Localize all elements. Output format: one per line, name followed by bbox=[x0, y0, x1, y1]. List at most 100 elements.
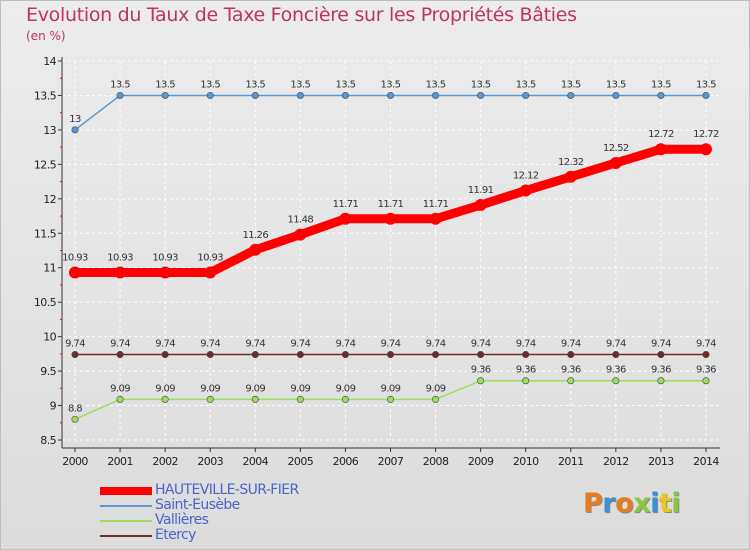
y-tick-label: 8.5 bbox=[40, 434, 56, 447]
data-point-hauteville bbox=[204, 266, 217, 279]
data-label-vallieres: 9.09 bbox=[155, 383, 175, 394]
data-point-etercy bbox=[386, 351, 394, 359]
data-point-hauteville bbox=[294, 228, 307, 241]
data-label-hauteville: 10.93 bbox=[152, 253, 178, 264]
y-tick-label: 11 bbox=[43, 262, 56, 275]
data-label-vallieres: 9.09 bbox=[290, 383, 310, 394]
data-label-hauteville: 12.72 bbox=[648, 129, 674, 140]
data-label-hauteville: 10.93 bbox=[197, 253, 223, 264]
data-label-etercy: 9.74 bbox=[65, 339, 85, 350]
data-point-etercy bbox=[612, 351, 620, 359]
x-tick-label: 2006 bbox=[333, 455, 359, 468]
data-label-hauteville: 12.52 bbox=[603, 143, 629, 154]
chart-title: Evolution du Taux de Taxe Foncière sur l… bbox=[26, 4, 577, 26]
data-point-saint_eusebe bbox=[477, 91, 485, 99]
data-point-saint_eusebe bbox=[116, 91, 124, 99]
legend-swatch-vallieres bbox=[100, 520, 152, 522]
legend-label-hauteville: HAUTEVILLE-SUR-FIER bbox=[155, 482, 299, 498]
data-point-vallieres bbox=[251, 395, 259, 403]
data-label-etercy: 9.74 bbox=[651, 339, 671, 350]
data-label-hauteville: 11.91 bbox=[468, 185, 494, 196]
data-point-vallieres bbox=[71, 415, 79, 423]
y-tick-label: 9 bbox=[50, 400, 57, 413]
data-label-etercy: 9.74 bbox=[426, 339, 446, 350]
y-tick-label: 12 bbox=[43, 193, 56, 206]
data-point-etercy bbox=[206, 351, 214, 359]
x-tick-label: 2012 bbox=[603, 455, 629, 468]
logo-letter: r bbox=[602, 488, 616, 519]
data-label-etercy: 9.74 bbox=[471, 339, 491, 350]
data-point-vallieres bbox=[477, 377, 485, 385]
data-point-saint_eusebe bbox=[612, 91, 620, 99]
series-etercy: 9.74 9.74 9.74 9.74 9.74 9.74 9.74 9.74 9.74 9.74… bbox=[65, 339, 717, 359]
data-label-hauteville: 12.72 bbox=[693, 129, 719, 140]
data-label-etercy: 9.74 bbox=[200, 339, 220, 350]
data-point-saint_eusebe bbox=[702, 91, 710, 99]
data-label-saint_eusebe: 13.5 bbox=[200, 79, 220, 90]
data-label-vallieres: 9.36 bbox=[606, 365, 626, 376]
data-label-vallieres: 9.09 bbox=[335, 383, 355, 394]
x-tick-label: 2004 bbox=[242, 455, 268, 468]
logo-letter: i bbox=[671, 488, 681, 519]
x-tick-label: 2000 bbox=[62, 455, 88, 468]
x-tick-label: 2009 bbox=[468, 455, 494, 468]
data-point-saint_eusebe bbox=[71, 126, 79, 134]
y-tick-label: 10.5 bbox=[34, 296, 57, 309]
logo-letter: P bbox=[583, 488, 603, 519]
data-label-saint_eusebe: 13.5 bbox=[381, 79, 401, 90]
data-point-vallieres bbox=[702, 377, 710, 385]
data-point-vallieres bbox=[386, 395, 394, 403]
data-point-saint_eusebe bbox=[567, 91, 575, 99]
data-point-vallieres bbox=[296, 395, 304, 403]
data-point-saint_eusebe bbox=[251, 91, 259, 99]
data-point-hauteville bbox=[69, 266, 81, 279]
data-label-vallieres: 9.09 bbox=[200, 383, 220, 394]
legend-swatch-etercy bbox=[100, 535, 152, 537]
x-tick-label: 2003 bbox=[197, 455, 223, 468]
data-label-saint_eusebe: 13.5 bbox=[426, 79, 446, 90]
data-label-hauteville: 11.71 bbox=[333, 199, 359, 210]
logo-letter: x bbox=[633, 488, 651, 519]
series-vallieres: 8.8 9.09 9.09 9.09 9.09 9.09 9.09 9.09 9.09 9.36 9… bbox=[68, 365, 717, 423]
y-tick-label: 13 bbox=[43, 124, 56, 137]
x-tick-label: 2001 bbox=[107, 455, 133, 468]
x-tick-label: 2013 bbox=[648, 455, 674, 468]
data-point-hauteville bbox=[654, 143, 667, 156]
data-label-etercy: 9.74 bbox=[290, 339, 310, 350]
legend-label-etercy: Etercy bbox=[155, 527, 196, 543]
data-label-vallieres: 9.36 bbox=[471, 365, 491, 376]
data-point-etercy bbox=[116, 351, 124, 359]
data-label-vallieres: 9.09 bbox=[110, 383, 130, 394]
x-tick-label: 2007 bbox=[378, 455, 404, 468]
data-point-hauteville bbox=[474, 199, 487, 212]
data-point-hauteville bbox=[429, 212, 442, 225]
data-point-saint_eusebe bbox=[161, 91, 169, 99]
data-point-etercy bbox=[477, 351, 485, 359]
data-point-vallieres bbox=[206, 395, 214, 403]
data-point-vallieres bbox=[522, 377, 530, 385]
x-tick-label: 2002 bbox=[152, 455, 178, 468]
data-point-etercy bbox=[341, 351, 349, 359]
data-point-saint_eusebe bbox=[657, 91, 665, 99]
grid-layer bbox=[62, 60, 720, 441]
data-label-hauteville: 12.32 bbox=[558, 157, 584, 168]
data-point-etercy bbox=[657, 351, 665, 359]
data-label-vallieres: 9.36 bbox=[651, 365, 671, 376]
data-point-etercy bbox=[161, 351, 169, 359]
data-point-saint_eusebe bbox=[386, 91, 394, 99]
data-point-hauteville bbox=[384, 212, 397, 225]
data-point-etercy bbox=[296, 351, 304, 359]
data-label-etercy: 9.74 bbox=[606, 339, 626, 350]
data-label-vallieres: 9.36 bbox=[516, 365, 536, 376]
data-point-etercy bbox=[702, 351, 710, 359]
data-label-etercy: 9.74 bbox=[155, 339, 175, 350]
data-label-hauteville: 11.71 bbox=[423, 199, 449, 210]
chart-canvas: 8.5 9 9.5 10 10.5 11 11.5 12 12.5 13 13.5 14 2000 200… bbox=[34, 55, 720, 468]
data-point-saint_eusebe bbox=[341, 91, 349, 99]
data-label-etercy: 9.74 bbox=[335, 339, 355, 350]
data-label-vallieres: 9.36 bbox=[696, 365, 716, 376]
unit-label: (en %) bbox=[26, 29, 66, 43]
legend-label-saint-eusebe: Saint-Eusèbe bbox=[155, 497, 240, 513]
series-line-saint_eusebe bbox=[74, 94, 707, 131]
data-point-hauteville bbox=[159, 266, 172, 279]
